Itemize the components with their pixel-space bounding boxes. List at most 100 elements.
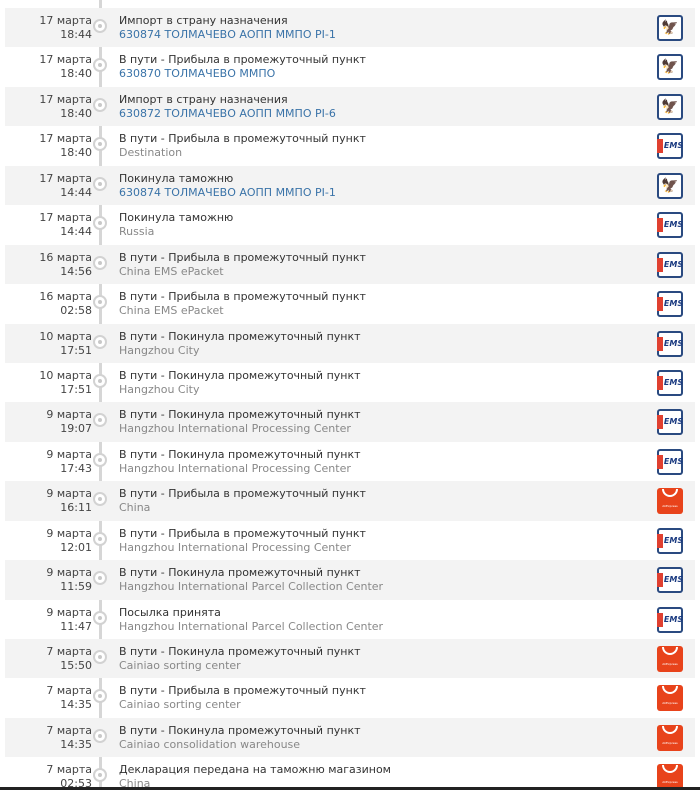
event-time: 18:40 <box>60 67 92 81</box>
timeline-dot-icon <box>93 610 107 625</box>
timeline-dot-icon <box>93 19 107 33</box>
event-datetime: 9 марта 19:07 <box>46 408 92 436</box>
event-time: 18:40 <box>60 106 92 120</box>
tracking-event-row: 10 марта 17:51 В пути - Покинула промежут… <box>5 363 695 402</box>
tracking-event-row: 17 марта 18:40 В пути - Прибыла в промежу… <box>5 47 695 86</box>
timeline-dot-icon <box>93 373 107 388</box>
ems-logo-icon: EMS <box>656 369 683 396</box>
event-date: 17 марта <box>39 132 92 146</box>
event-datetime: 16 марта 14:56 <box>39 251 92 279</box>
event-status: В пути - Прибыла в промежуточный пункт <box>119 53 366 67</box>
event-status: В пути - Покинула промежуточный пункт <box>119 566 361 580</box>
event-location: Hangzhou International Processing Center <box>119 422 351 436</box>
tracking-event-row: 9 марта 11:47 Посылка принята Hangzhou Int… <box>5 600 695 639</box>
tracking-event-row: 17 марта 14:44 Покинула таможню 630874 ТОЛ… <box>5 165 695 206</box>
timeline-dot-icon <box>93 728 107 743</box>
event-time: 11:47 <box>60 619 92 633</box>
event-time: 17:51 <box>60 382 92 396</box>
timeline-dot-icon <box>93 768 107 783</box>
aliexpress-logo-icon: AliExpress <box>657 685 683 712</box>
event-time: 14:44 <box>60 225 92 239</box>
timeline-dot-icon <box>93 571 107 586</box>
event-date: 9 марта <box>46 487 92 501</box>
event-location: Hangzhou International Parcel Collection… <box>119 619 384 633</box>
event-date: 16 марта <box>39 250 92 264</box>
timeline-dot-icon <box>93 255 107 270</box>
event-time: 17:43 <box>60 461 92 475</box>
event-location: Cainiao sorting center <box>119 698 241 712</box>
russian-post-logo-icon: 🦅 <box>657 93 683 120</box>
event-location: China <box>119 501 151 515</box>
event-datetime: 17 марта 18:40 <box>39 132 92 160</box>
event-location[interactable]: 630874 ТОЛМАЧЕВО АОПП ММПО PI-1 <box>119 185 336 199</box>
russian-post-logo-icon: 🦅 <box>657 172 683 199</box>
timeline-dot-icon <box>93 137 107 152</box>
timeline-dot-icon <box>93 97 107 112</box>
tracking-event-row: 9 марта 16:11 В пути - Прибыла в промежут… <box>5 481 695 521</box>
aliexpress-logo-icon: AliExpress <box>657 764 683 791</box>
event-time: 17:51 <box>60 343 92 357</box>
aliexpress-logo-icon: AliExpress <box>657 646 683 672</box>
ems-logo-icon: EMS <box>656 212 683 239</box>
event-location: China EMS ePacket <box>119 304 224 318</box>
event-status: В пути - Покинула промежуточный пункт <box>119 408 361 422</box>
event-date: 9 марта <box>46 526 92 540</box>
event-status: В пути - Покинула промежуточный пункт <box>119 368 361 382</box>
event-date: 7 марта <box>46 684 92 698</box>
event-date: 17 марта <box>39 14 92 27</box>
event-time: 14:35 <box>60 698 92 712</box>
aliexpress-logo-icon: AliExpress <box>657 724 683 751</box>
event-date: 9 марта <box>46 408 92 422</box>
event-date: 17 марта <box>39 92 92 106</box>
event-location[interactable]: 630874 ТОЛМАЧЕВО АОПП ММПО PI-1 <box>119 28 336 41</box>
timeline-dot-icon <box>93 492 107 507</box>
event-datetime: 9 марта 11:47 <box>46 606 92 634</box>
event-date: 17 марта <box>39 171 92 185</box>
event-datetime: 9 марта 11:59 <box>46 566 92 594</box>
event-location: Cainiao sorting center <box>119 659 241 672</box>
event-datetime: 16 марта 02:58 <box>39 290 92 318</box>
ems-logo-icon: EMS <box>656 133 683 160</box>
timeline-dot-icon <box>93 689 107 704</box>
tracking-events-list: 17 марта 18:44 Импорт в страну назначения… <box>5 8 695 797</box>
event-datetime: 10 марта 17:51 <box>39 330 92 358</box>
tracking-event-row: 10 марта 17:51 В пути - Покинула промежут… <box>5 323 695 363</box>
tracking-event-row: 17 марта 18:44 Импорт в страну назначения… <box>5 8 695 48</box>
event-status: В пути - Покинула промежуточный пункт <box>119 447 361 461</box>
tracking-event-row: 7 марта 14:35 В пути - Прибыла в промежут… <box>5 678 695 717</box>
event-location[interactable]: 630870 ТОЛМАЧЕВО ММПО <box>119 67 276 81</box>
event-location: Hangzhou International Processing Center <box>119 461 351 475</box>
event-date: 17 марта <box>39 211 92 225</box>
event-time: 14:35 <box>60 737 92 751</box>
ems-logo-icon: EMS <box>656 606 683 633</box>
bottom-border <box>0 787 700 790</box>
aliexpress-logo-icon: AliExpress <box>657 488 683 515</box>
event-datetime: 9 марта 16:11 <box>46 487 92 515</box>
timeline-dot-icon <box>93 176 107 191</box>
event-time: 02:58 <box>60 304 92 318</box>
event-date: 9 марта <box>46 447 92 461</box>
timeline-dot-icon <box>93 650 107 664</box>
event-date: 7 марта <box>46 763 92 777</box>
russian-post-logo-icon: 🦅 <box>657 15 683 41</box>
timeline-dot-icon <box>93 452 107 467</box>
event-status: В пути - Прибыла в промежуточный пункт <box>119 487 366 501</box>
event-date: 10 марта <box>39 329 92 343</box>
event-datetime: 17 марта 18:40 <box>39 93 92 121</box>
event-date: 16 марта <box>39 290 92 304</box>
timeline-dot-icon <box>93 58 107 73</box>
event-location: Hangzhou International Parcel Collection… <box>119 580 384 594</box>
tracking-event-row: 17 марта 14:44 Покинула таможню Russia EMS <box>5 205 695 244</box>
timeline-line <box>99 0 102 790</box>
event-datetime: 17 марта 18:44 <box>39 14 92 42</box>
event-status: В пути - Прибыла в промежуточный пункт <box>119 290 366 304</box>
timeline-dot-icon <box>93 216 107 231</box>
event-location[interactable]: 630872 ТОЛМАЧЕВО АОПП ММПО PI-6 <box>119 106 336 120</box>
event-datetime: 17 марта 14:44 <box>39 211 92 239</box>
event-location: Hangzhou City <box>119 343 200 357</box>
tracking-event-row: 9 марта 12:01 В пути - Прибыла в промежут… <box>5 521 695 560</box>
event-status: Импорт в страну назначения <box>119 14 288 27</box>
event-date: 9 марта <box>46 566 92 580</box>
event-status: В пути - Прибыла в промежуточный пункт <box>119 526 366 540</box>
event-time: 18:44 <box>60 28 92 41</box>
